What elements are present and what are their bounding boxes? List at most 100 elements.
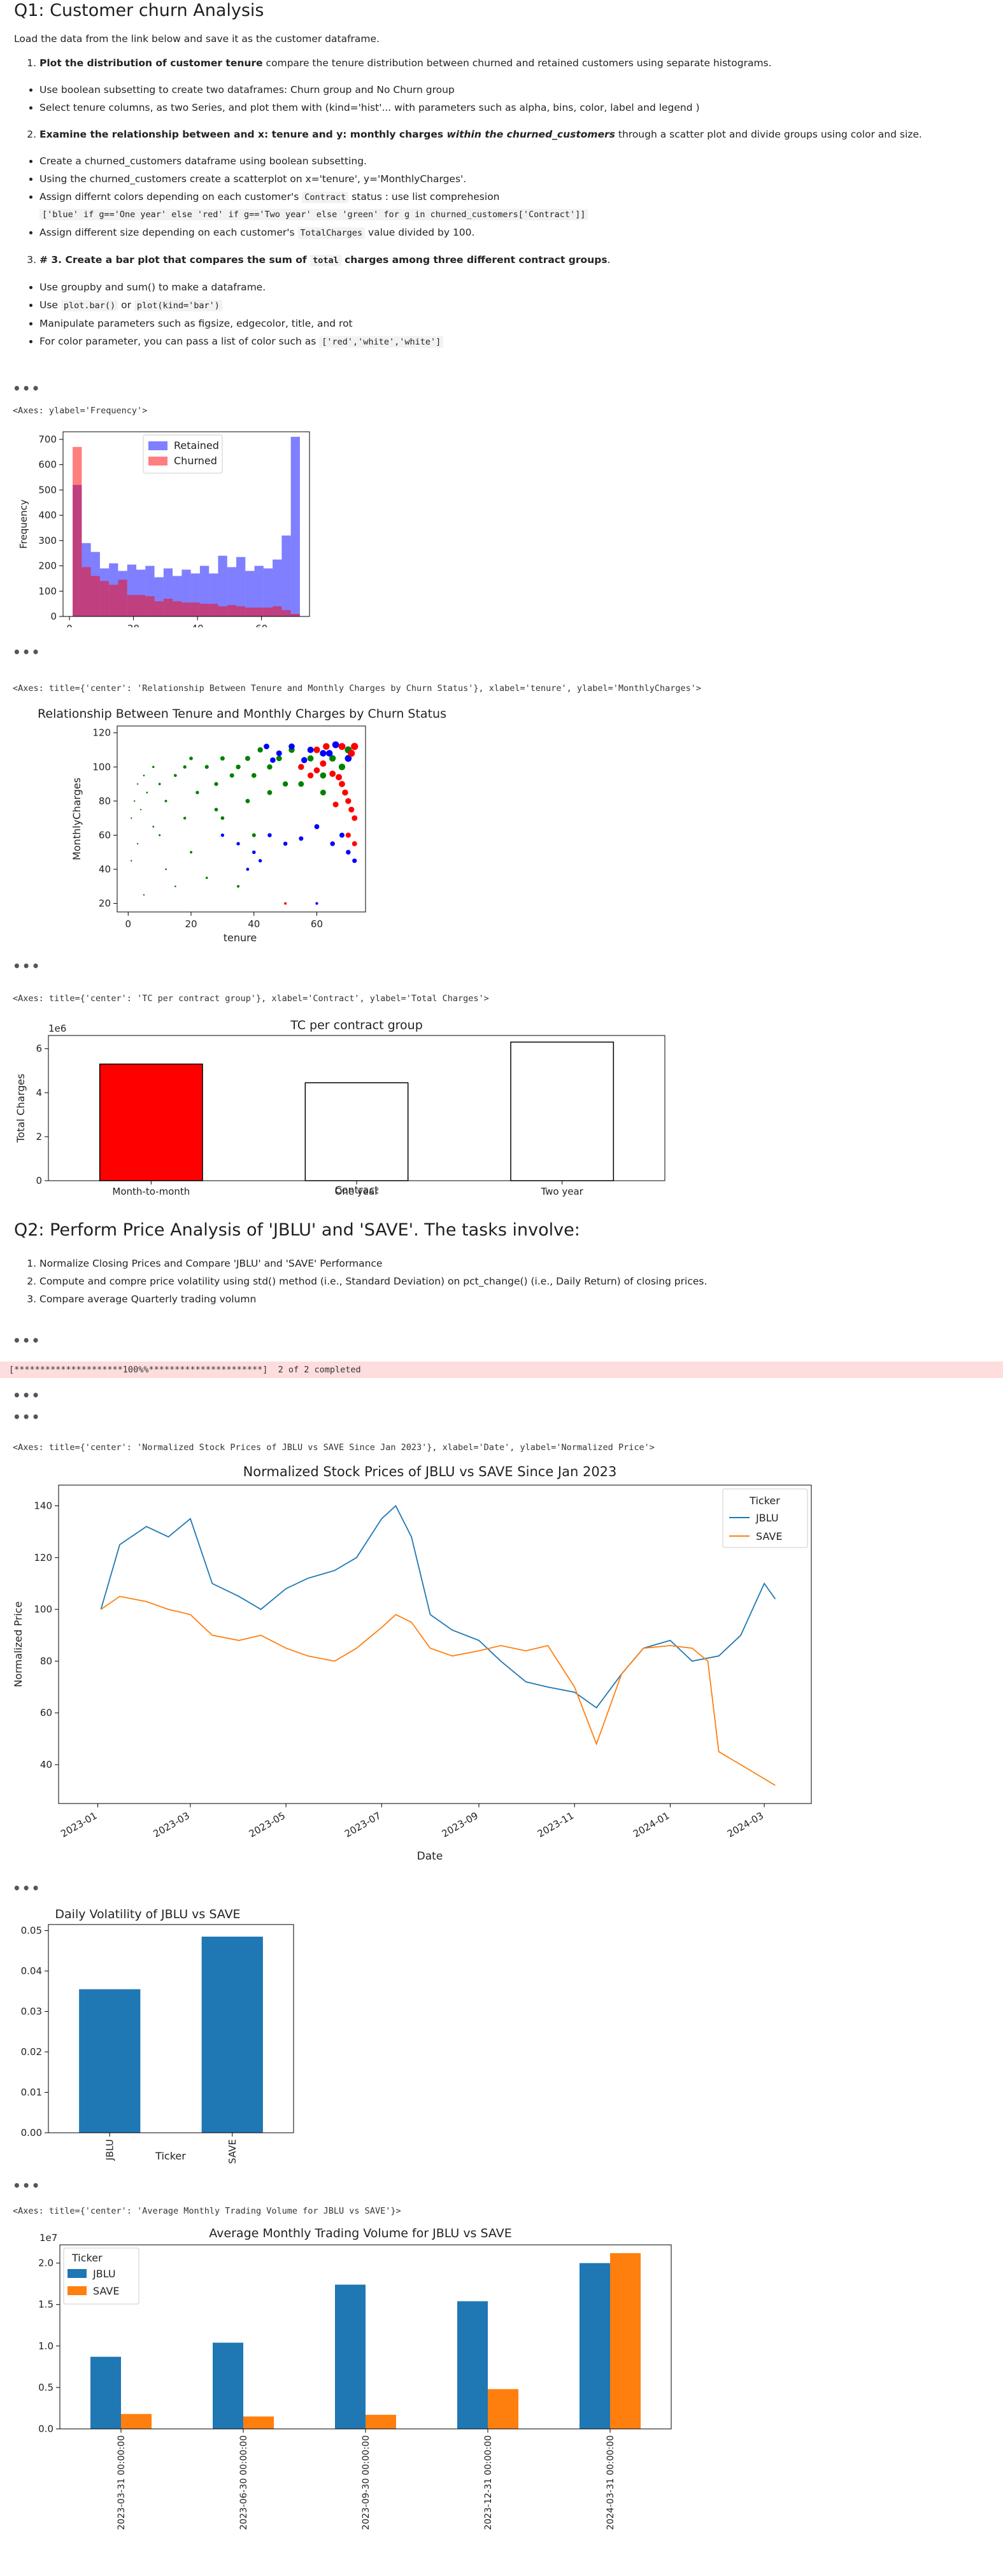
scatter-point xyxy=(137,843,138,844)
scatter-point xyxy=(246,868,249,871)
list-item-text: For color parameter, you can pass a list… xyxy=(39,336,319,347)
norm-output-repr: <Axes: title={'center': 'Normalized Stoc… xyxy=(13,1442,655,1453)
hist-bar-churned xyxy=(264,608,273,616)
scatter-point xyxy=(220,756,225,760)
xtick-label: 0 xyxy=(66,623,73,627)
legend-label-jblu: JBLU xyxy=(92,2268,116,2280)
collapsed-cell-ellipsis[interactable]: ••• xyxy=(13,1413,41,1421)
ytick-label: 2.0 xyxy=(38,2258,53,2269)
scatter-point xyxy=(221,834,224,837)
scatter-point xyxy=(332,741,339,748)
dvol-bars xyxy=(79,1937,263,2133)
collapsed-cell-ellipsis[interactable]: ••• xyxy=(13,384,41,393)
xtick-label: 60 xyxy=(255,623,267,627)
mvol-legend: Ticker JBLU SAVE xyxy=(64,2248,139,2304)
ytick-label: 600 xyxy=(38,459,57,471)
list-item: Use groupby and sum() to make a datafram… xyxy=(39,279,982,295)
list-item: Manipulate parameters such as figsize, e… xyxy=(39,315,982,332)
q1-markdown-cell: Q1: Customer churn Analysis Load the dat… xyxy=(14,0,982,352)
hist-bar-churned xyxy=(173,601,181,616)
list-item-text: Use xyxy=(39,299,61,311)
dvol-bar xyxy=(79,1989,140,2133)
dvol-title: Daily Volatility of JBLU vs SAVE xyxy=(55,1907,240,1921)
list-item-text: Assign different size depending on each … xyxy=(39,227,298,238)
inline-code: TotalCharges xyxy=(298,227,366,239)
q1-task1: Plot the distribution of customer tenure… xyxy=(39,55,982,71)
list-item: Select tenure columns, as two Series, an… xyxy=(39,99,982,116)
xtick-label: 2023-07 xyxy=(343,1810,383,1840)
norm-legend: Ticker JBLU SAVE xyxy=(723,1489,807,1548)
legend-swatch-jblu xyxy=(68,2269,87,2278)
histogram-ylabel: Frequency xyxy=(18,499,29,549)
normalized-price-chart: Normalized Stock Prices of JBLU vs SAVE … xyxy=(13,1458,822,1872)
scatter-point xyxy=(252,833,256,837)
q2-title: Q2: Perform Price Analysis of 'JBLU' and… xyxy=(14,1220,982,1241)
scatter-point xyxy=(308,747,314,753)
q1-task3-bullets: Use groupby and sum() to make a datafram… xyxy=(14,279,982,350)
scatter-point xyxy=(245,799,250,803)
scatter-point xyxy=(346,832,351,837)
scatter-point xyxy=(257,747,262,752)
list-item: Compare average Quarterly trading volumn xyxy=(39,1291,982,1307)
scatter-point xyxy=(339,781,345,787)
collapsed-cell-ellipsis[interactable]: ••• xyxy=(13,1884,41,1893)
hist-bar-churned xyxy=(181,602,190,616)
legend-label-churned: Churned xyxy=(174,455,217,467)
scatter-chart: Relationship Between Tenure and Monthly … xyxy=(13,701,471,949)
ytick-label: 120 xyxy=(92,727,111,739)
inline-code: ['blue' if g=='One year' else 'red' if g… xyxy=(39,209,588,220)
collapsed-cell-ellipsis[interactable]: ••• xyxy=(13,1391,41,1400)
hist-bar-churned xyxy=(245,608,254,616)
download-progress-text: [*********************100%%*************… xyxy=(0,1365,361,1375)
q1-task1-list: Plot the distribution of customer tenure… xyxy=(14,55,982,71)
scatter-point xyxy=(339,764,345,770)
scatter-point xyxy=(320,760,326,767)
q1-task3-rest: . xyxy=(608,254,611,266)
scatter-point xyxy=(259,859,262,862)
list-item-text: status : use list comprehesion xyxy=(348,191,499,203)
collapsed-cell-ellipsis[interactable]: ••• xyxy=(13,1336,41,1345)
xtick-label: Two year xyxy=(540,1186,583,1197)
scatter-point xyxy=(346,850,350,855)
legend-label-save: SAVE xyxy=(93,2285,119,2297)
norm-xlabel: Date xyxy=(417,1850,443,1863)
tc-bar xyxy=(305,1083,408,1181)
q1-task2-bullets: Create a churned_customers dataframe usi… xyxy=(14,153,982,241)
scatter-point xyxy=(146,792,148,793)
tc-bar xyxy=(100,1064,203,1181)
list-item-text: or xyxy=(118,299,134,311)
hist-bar-churned xyxy=(127,595,136,616)
ytick-label: 700 xyxy=(38,434,57,445)
xtick-label: 2023-06-30 00:00:00 xyxy=(239,2435,249,2530)
scatter-point xyxy=(283,842,288,846)
q1-intro: Load the data from the link below and sa… xyxy=(14,31,982,47)
q1-task3-bold-post: charges among three different contract g… xyxy=(341,254,608,266)
hist-bar-churned xyxy=(145,596,154,616)
xtick-label: 2024-01 xyxy=(631,1810,671,1840)
ytick-label: 6 xyxy=(36,1043,42,1055)
norm-yticks: 40 60 80 100 120 140 xyxy=(34,1500,59,1771)
mvol-bar-jblu xyxy=(580,2263,610,2429)
scatter-point xyxy=(264,744,269,750)
scatter-point xyxy=(140,809,141,810)
norm-xticks: 2023-01 2023-03 2023-05 2023-07 2023-09 2023-… xyxy=(59,1804,765,1840)
hist-bar-churned xyxy=(218,606,227,616)
ytick-label: 0.04 xyxy=(21,1965,42,1977)
xtick-label: 2024-03-31 00:00:00 xyxy=(606,2435,616,2530)
scatter-point xyxy=(267,764,272,769)
mvol-bar-save xyxy=(488,2389,518,2429)
collapsed-cell-ellipsis[interactable]: ••• xyxy=(13,962,41,971)
scatter-points xyxy=(131,741,358,905)
scatter-point xyxy=(351,743,358,750)
xtick-label: 2023-03-31 00:00:00 xyxy=(117,2435,127,2530)
scatter-point xyxy=(333,802,339,808)
collapsed-cell-ellipsis[interactable]: ••• xyxy=(13,2181,41,2190)
scatter-point xyxy=(159,783,161,785)
scatter-point xyxy=(348,750,355,757)
collapsed-cell-ellipsis[interactable]: ••• xyxy=(13,648,41,657)
hist-bar-churned xyxy=(209,604,218,616)
scatter-point xyxy=(245,756,250,761)
mvol-bar-jblu xyxy=(90,2357,121,2429)
ytick-label: 60 xyxy=(99,829,111,841)
ytick-label: 40 xyxy=(99,864,111,875)
